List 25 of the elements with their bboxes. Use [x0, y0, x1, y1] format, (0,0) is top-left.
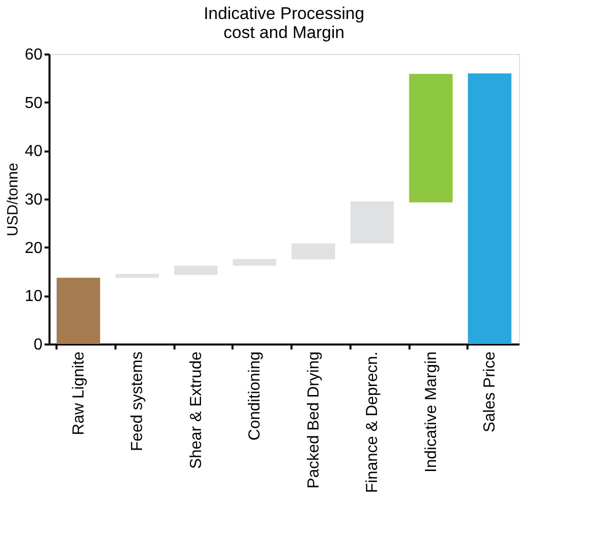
y-tick-label: 60	[24, 46, 43, 64]
bar	[468, 73, 512, 344]
y-axis-title: USD/tonne	[4, 162, 22, 236]
bar	[115, 274, 159, 278]
bar	[174, 266, 218, 275]
y-tick-label: 10	[24, 288, 43, 306]
x-tick-label: Conditioning	[246, 352, 264, 440]
bar	[409, 74, 453, 202]
x-tick-label: Packed Bed Drying	[305, 352, 322, 488]
x-tick-label: Shear & Extrude	[188, 351, 205, 469]
y-tick-label: 20	[24, 240, 43, 257]
y-tick-label: 50	[24, 94, 43, 112]
y-tick-label: 40	[24, 143, 43, 160]
bar	[350, 201, 394, 244]
x-tick-label: Sales Price	[482, 351, 499, 432]
x-tick-label: Feed systems	[129, 352, 146, 452]
y-tick-label: 0	[34, 336, 43, 354]
x-tick-label: Finance & Deprecn.	[364, 352, 382, 493]
x-tick-label: Raw Lignite	[70, 351, 88, 436]
x-tick-label: Indicative Margin	[422, 352, 440, 472]
chart-title: Indicative Processing cost and Margin	[204, 4, 364, 42]
bar	[232, 258, 276, 266]
bar	[292, 243, 336, 260]
bar	[56, 278, 100, 344]
y-tick-label: 30	[24, 192, 43, 208]
